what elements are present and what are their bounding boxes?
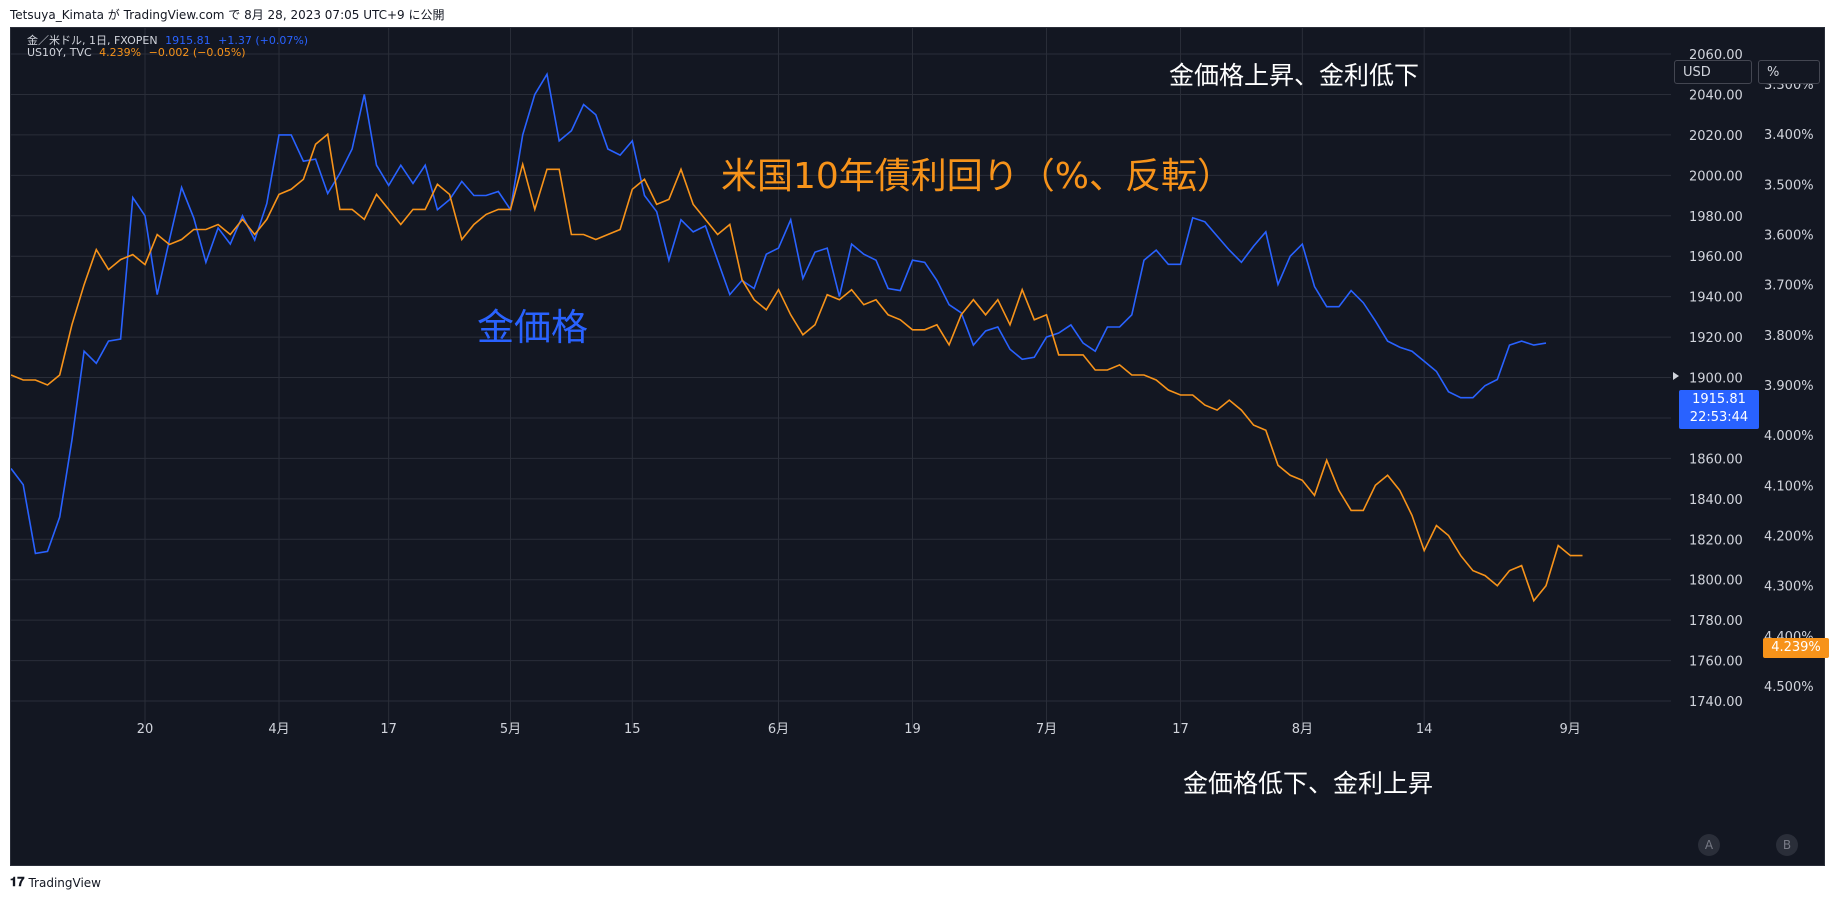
percent-button[interactable]: % <box>1758 60 1820 84</box>
annotation-yield-title[interactable]: 米国10年債利回り（%、反転） <box>721 156 1234 197</box>
legend-gold-change: +1.37 (+0.07%) <box>218 34 309 47</box>
y-left-tick-label: 1780.00 <box>1689 614 1743 629</box>
tradingview-logo-icon: 𝟏𝟕 <box>10 875 25 890</box>
grid-layer <box>11 28 1671 728</box>
legend-yield[interactable]: US10Y, TVC 4.239% −0.002 (−0.05%) <box>27 46 250 59</box>
legend-gold[interactable]: 金／米ドル, 1日, FXOPEN 1915.81 +1.37 (+0.07%) <box>27 32 312 48</box>
y-left-tick-label: 1900.00 <box>1689 372 1743 387</box>
y-right-tick-label: 3.400% <box>1764 128 1814 143</box>
x-tick-label: 5月 <box>500 722 521 737</box>
x-tick-label: 6月 <box>768 722 789 737</box>
gold-price-line <box>11 71 1547 555</box>
annotation-gold-label[interactable]: 金価格 <box>477 306 588 349</box>
y-left-tick-label: 2060.00 <box>1689 48 1743 63</box>
y-left-tick-label: 1860.00 <box>1689 452 1743 467</box>
price-marker-icon <box>1673 372 1679 380</box>
x-tick-label: 19 <box>904 722 921 737</box>
x-tick-label: 17 <box>1172 722 1189 737</box>
x-tick-label: 14 <box>1416 722 1433 737</box>
series-layer <box>11 71 1583 603</box>
legend-yield-change: −0.002 (−0.05%) <box>148 46 246 59</box>
y-left-tick-label: 1920.00 <box>1689 331 1743 346</box>
auto-scale-button[interactable]: A <box>1698 834 1720 856</box>
chart-panel[interactable]: 2060.00 2040.00 2020.00 2000.00 1980.00 1960.… <box>10 27 1829 866</box>
y-left-tick-label: 1840.00 <box>1689 493 1743 508</box>
y-left-tick-label: 1760.00 <box>1689 655 1743 670</box>
gold-price-badge-value: 1915.81 <box>1692 392 1746 407</box>
countdown-timer: 22:53:44 <box>1689 410 1749 425</box>
annotation-top[interactable]: 金価格上昇、金利低下 <box>1169 61 1420 90</box>
y-right-tick-label: 3.900% <box>1764 379 1814 394</box>
tradingview-logo[interactable]: 𝟏𝟕 TradingView <box>10 875 101 890</box>
y-right-tick-label: 3.700% <box>1764 279 1814 294</box>
legend-yield-last: 4.239% <box>99 46 142 59</box>
y-right-tick-label: 3.500% <box>1764 178 1814 193</box>
y-left-tick-label: 2020.00 <box>1689 129 1743 144</box>
x-tick-label: 9月 <box>1560 722 1581 737</box>
x-tick-label: 17 <box>380 722 397 737</box>
y-right-tick-label: 4.200% <box>1764 530 1814 545</box>
x-tick-label: 20 <box>137 722 154 737</box>
annotation-bottom[interactable]: 金価格低下、金利上昇 <box>1183 769 1434 798</box>
y-right-tick-label: 3.800% <box>1764 329 1814 344</box>
y-right-tick-label: 4.500% <box>1764 680 1814 695</box>
gold-price-badge: 1915.81 22:53:44 <box>1679 390 1759 429</box>
y-left-tick-label: 1980.00 <box>1689 210 1743 225</box>
y-left-tick-label: 2000.00 <box>1689 169 1743 184</box>
currency-button[interactable]: USD <box>1674 60 1752 84</box>
publish-caption: Tetsuya_Kimata が TradingView.com で 8月 28… <box>10 8 445 22</box>
y-left-tick-label: 1740.00 <box>1689 695 1743 710</box>
y-left-tick-label: 1800.00 <box>1689 574 1743 589</box>
x-tick-label: 15 <box>624 722 641 737</box>
y-left-tick-label: 2040.00 <box>1689 88 1743 103</box>
legend-gold-name: 金／米ドル, 1日, FXOPEN <box>27 34 158 47</box>
chart-svg[interactable]: 2060.00 2040.00 2020.00 2000.00 1980.00 1960.… <box>11 28 1824 865</box>
y-right-tick-label: 4.000% <box>1764 429 1814 444</box>
tradingview-logo-text: TradingView <box>28 875 101 890</box>
x-tick-label: 4月 <box>268 722 289 737</box>
y-right-tick-label: 4.300% <box>1764 580 1814 595</box>
log-scale-button[interactable]: B <box>1776 834 1798 856</box>
legend-yield-name: US10Y, TVC <box>27 46 92 59</box>
yield-badge: 4.239% <box>1763 638 1829 658</box>
legend-gold-last: 1915.81 <box>165 34 211 47</box>
y-left-tick-label: 1820.00 <box>1689 533 1743 548</box>
x-tick-label: 7月 <box>1036 722 1057 737</box>
x-tick-label: 8月 <box>1292 722 1313 737</box>
us10y-yield-line <box>11 132 1583 603</box>
y-right-tick-label: 3.600% <box>1764 229 1814 244</box>
y-right-tick-label: 4.100% <box>1764 479 1814 494</box>
y-left-tick-label: 1960.00 <box>1689 250 1743 265</box>
y-left-tick-label: 1940.00 <box>1689 291 1743 306</box>
